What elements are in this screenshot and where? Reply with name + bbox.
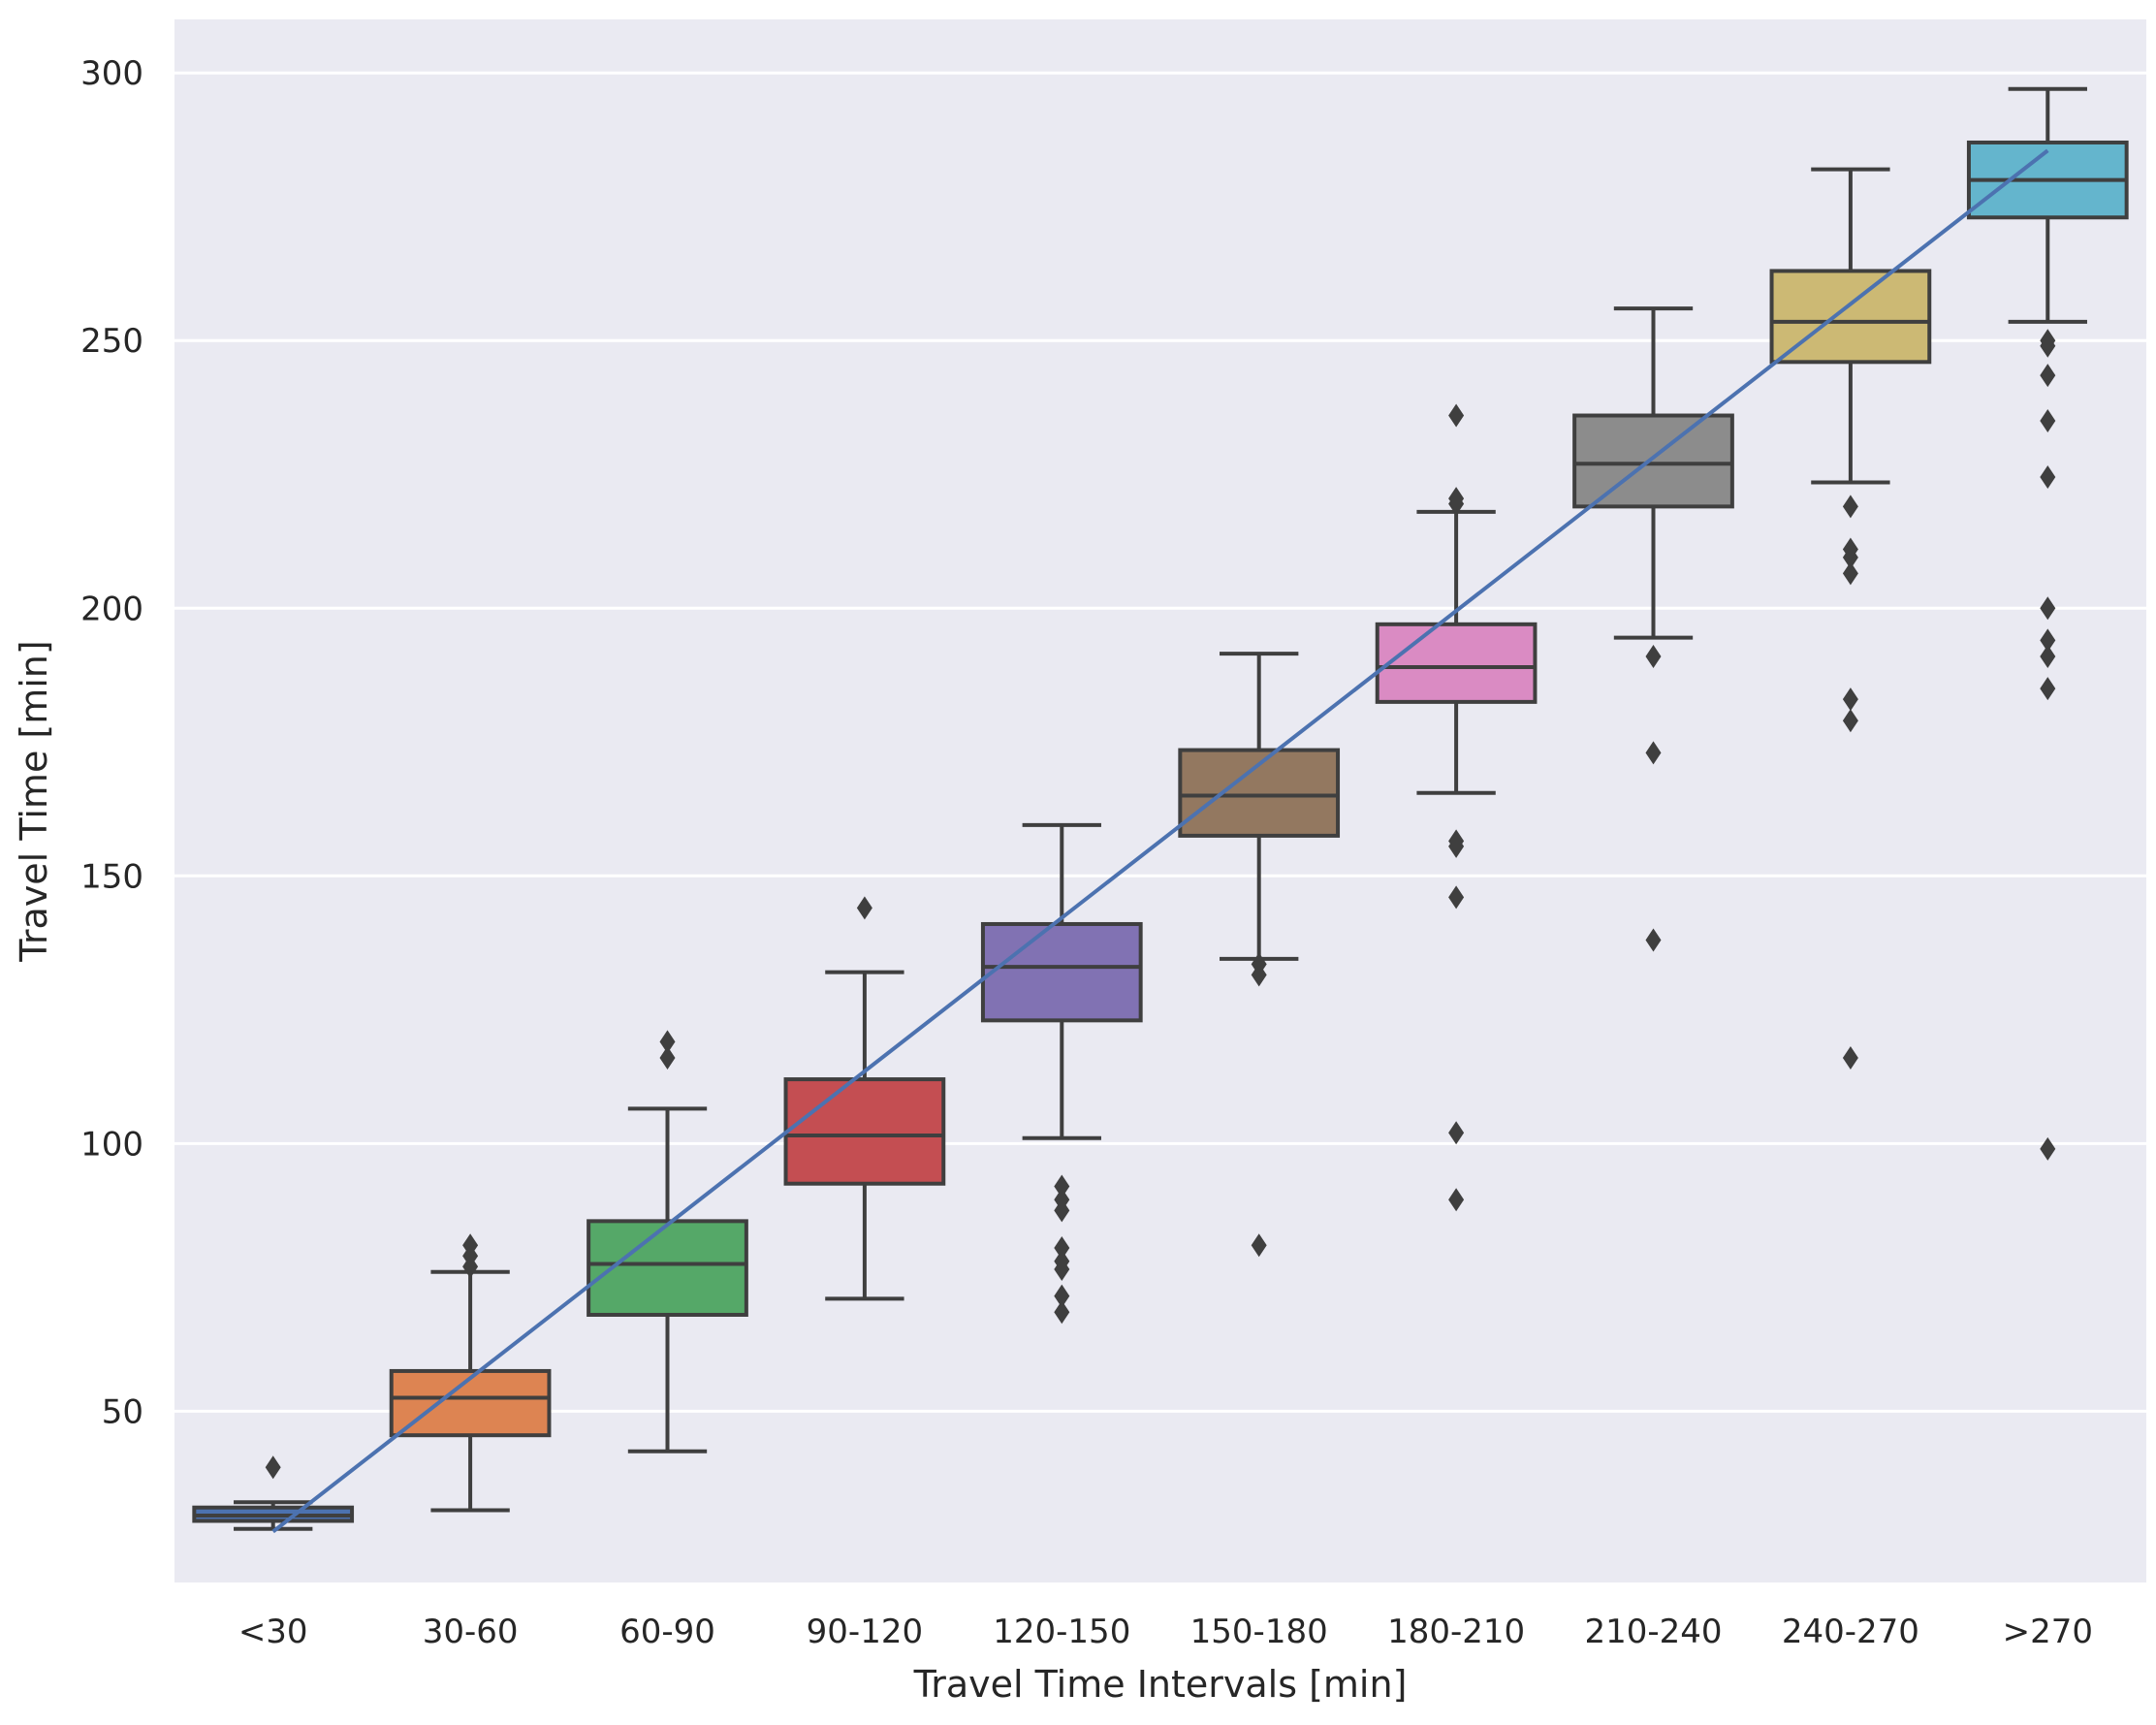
y-axis-tick-labels: 50 100 150 200 250 300: [80, 54, 143, 1431]
x-tick-label: 120-150: [993, 1613, 1130, 1651]
box-group: [1966, 86, 2129, 1161]
box-iqr: [1375, 622, 1538, 704]
trend-line-group: [271, 148, 2049, 1534]
outlier-point: [1054, 1300, 1070, 1325]
outlier-point: [2040, 329, 2056, 353]
x-tick-label: 210-240: [1584, 1613, 1722, 1651]
outlier-point: [462, 1233, 479, 1258]
outlier-point: [2040, 409, 2056, 433]
outlier-point: [1448, 1188, 1465, 1212]
box-group: [389, 1233, 552, 1513]
x-tick-label: 240-270: [1782, 1613, 1919, 1651]
outlier-point: [2040, 465, 2056, 490]
box-group: [783, 896, 946, 1301]
boxes: [192, 86, 2129, 1531]
y-tick-label: 200: [80, 590, 143, 628]
box-group: [1769, 167, 1932, 1070]
outlier-point: [1842, 709, 1858, 733]
x-tick-label: 180-210: [1387, 1613, 1525, 1651]
outlier-point: [1645, 928, 1662, 952]
trend-line: [271, 148, 2049, 1534]
box-group: [1572, 306, 1734, 952]
outlier-point: [1054, 1249, 1070, 1273]
outlier-point: [2040, 677, 2056, 701]
outlier-point: [2040, 644, 2056, 668]
x-tick-label: >270: [2003, 1613, 2093, 1651]
x-tick-label: 90-120: [807, 1613, 923, 1651]
outlier-point: [1251, 1233, 1267, 1258]
box-iqr: [1572, 413, 1734, 509]
outlier-point: [1842, 495, 1858, 519]
box-group: [1375, 403, 1538, 1212]
outlier-point: [2040, 364, 2056, 388]
outlier-point: [2040, 628, 2056, 653]
outlier-point: [1842, 537, 1858, 561]
outlier-point: [1448, 829, 1465, 853]
outlier-point: [1842, 561, 1858, 586]
y-tick-label: 50: [102, 1392, 143, 1431]
y-axis-label: Travel Time [min]: [13, 640, 55, 962]
box-group: [980, 822, 1143, 1325]
x-axis-tick-labels: <30 30-60 60-90 90-120 120-150 150-180 180-210…: [238, 1613, 2093, 1651]
outlier-point: [1448, 1121, 1465, 1145]
outlier-point: [1448, 885, 1465, 910]
x-axis-label: Travel Time Intervals [min]: [913, 1663, 1408, 1706]
y-tick-label: 250: [80, 322, 143, 361]
outlier-point: [1842, 687, 1858, 712]
outlier-point: [1054, 1174, 1070, 1198]
x-tick-label: 30-60: [423, 1613, 519, 1651]
x-tick-label: 60-90: [619, 1613, 715, 1651]
outlier-point: [2040, 1136, 2056, 1161]
outlier-point: [659, 1045, 676, 1070]
outlier-point: [1251, 952, 1267, 976]
outlier-point: [2040, 596, 2056, 621]
x-tick-label: 150-180: [1190, 1613, 1328, 1651]
outlier-point: [1448, 487, 1465, 511]
outlier-point: [1054, 1188, 1070, 1212]
y-tick-label: 150: [80, 857, 143, 896]
y-tick-label: 100: [80, 1125, 143, 1164]
outlier-point: [1448, 403, 1465, 428]
x-tick-label: <30: [238, 1613, 308, 1651]
box-iqr: [980, 921, 1143, 1023]
y-tick-label: 300: [80, 54, 143, 93]
box-iqr: [783, 1077, 946, 1186]
outlier-point: [1054, 1235, 1070, 1260]
outlier-point: [1054, 1284, 1070, 1308]
outlier-point: [856, 896, 872, 920]
outlier-point: [265, 1455, 281, 1480]
outlier-point: [1645, 741, 1662, 765]
outlier-point: [659, 1030, 676, 1054]
outlier-point: [1645, 644, 1662, 668]
box-iqr: [389, 1368, 552, 1438]
outlier-point: [1842, 1045, 1858, 1070]
box-group: [192, 1455, 355, 1531]
